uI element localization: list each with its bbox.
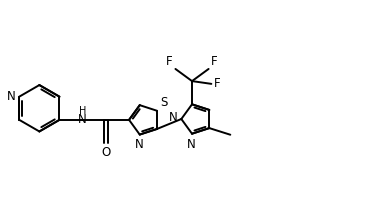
Text: N: N	[187, 138, 195, 151]
Text: F: F	[166, 55, 173, 68]
Text: F: F	[214, 77, 221, 90]
Text: O: O	[101, 146, 110, 159]
Text: N: N	[78, 113, 87, 126]
Text: F: F	[211, 55, 218, 68]
Text: N: N	[169, 111, 178, 124]
Text: H: H	[79, 106, 86, 116]
Text: N: N	[135, 138, 144, 151]
Text: N: N	[7, 90, 16, 103]
Text: S: S	[160, 96, 167, 109]
